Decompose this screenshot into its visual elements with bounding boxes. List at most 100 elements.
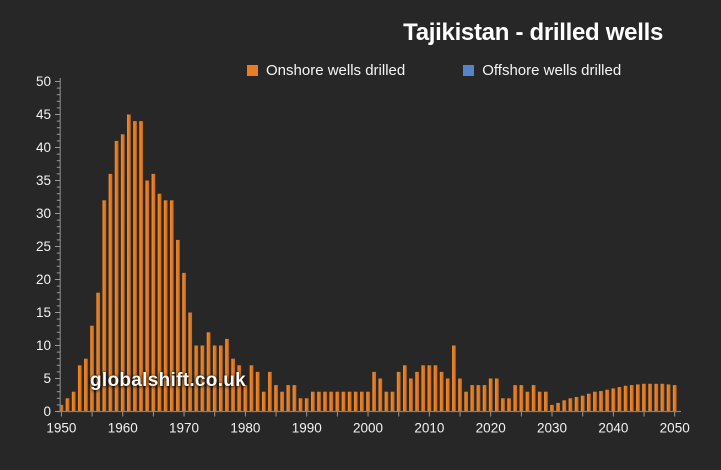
onshore-bar	[378, 378, 383, 412]
onshore-bar	[133, 121, 137, 412]
onshore-bar	[163, 200, 168, 412]
onshore-bar	[556, 402, 561, 412]
onshore-bar	[586, 393, 591, 412]
x-axis-tick-label: 1970	[169, 421, 199, 436]
legend-label-offshore: Offshore wells drilled	[482, 62, 622, 79]
onshore-bar	[182, 272, 186, 412]
onshore-bar	[470, 385, 475, 412]
y-axis-tick-label: 45	[36, 107, 51, 122]
onshore-bar	[372, 371, 377, 412]
y-axis-tick-label: 10	[36, 338, 51, 353]
onshore-bar	[599, 391, 603, 412]
onshore-bar	[274, 385, 278, 412]
onshore-bar	[108, 173, 113, 412]
y-axis-tick-label: 50	[36, 74, 51, 89]
onshore-bar	[580, 395, 585, 412]
x-axis-tick-label: 2000	[353, 421, 383, 436]
onshore-bar	[286, 385, 291, 412]
onshore-bar	[59, 404, 64, 412]
onshore-bar	[347, 391, 352, 412]
onshore-bar	[176, 239, 180, 412]
onshore-bar	[255, 371, 260, 412]
x-axis-tick-label: 2050	[660, 421, 690, 436]
onshore-bar	[65, 398, 70, 412]
onshore-bar	[304, 398, 309, 412]
onshore-bar	[642, 383, 646, 412]
onshore-bar	[568, 398, 573, 412]
onshore-bar	[672, 385, 677, 412]
onshore-bar	[544, 391, 548, 412]
x-axis-tick-label: 2010	[414, 421, 444, 436]
onshore-bar	[114, 140, 119, 412]
onshore-bar	[623, 385, 628, 412]
onshore-bar	[280, 391, 285, 412]
onshore-bar	[96, 292, 101, 412]
onshore-bar	[421, 365, 426, 412]
onshore-bar	[562, 400, 567, 412]
onshore-bar	[335, 391, 340, 412]
y-axis-tick-label: 30	[36, 206, 51, 221]
onshore-bar	[366, 391, 370, 412]
onshore-bar	[666, 384, 671, 412]
onshore-bar	[292, 385, 297, 412]
x-axis-tick-label: 2030	[537, 421, 567, 436]
onshore-bar	[360, 391, 364, 412]
onshore-bar	[317, 391, 321, 412]
onshore-bar	[71, 391, 76, 412]
onshore-bar	[188, 312, 193, 412]
onshore-bar	[268, 371, 272, 412]
onshore-bar	[476, 385, 481, 412]
onshore-bar	[90, 325, 94, 412]
onshore-bar	[200, 345, 205, 412]
onshore-bar	[261, 391, 266, 412]
legend-item-offshore: Offshore wells drilled	[463, 62, 621, 79]
y-axis-tick-label: 35	[36, 173, 51, 188]
chart-title: Tajikistan - drilled wells	[403, 19, 663, 46]
onshore-bar	[513, 385, 518, 412]
x-axis-tick-label: 1990	[292, 421, 322, 436]
onshore-bar	[488, 378, 493, 412]
onshore-bar	[494, 378, 499, 412]
onshore-bar	[127, 114, 131, 412]
onshore-bar	[353, 391, 358, 412]
onshore-bar	[464, 391, 469, 412]
onshore-bar	[341, 391, 346, 412]
onshore-bar	[139, 121, 143, 412]
onshore-bar	[298, 398, 303, 412]
onshore-bar	[120, 134, 125, 412]
onshore-bar	[157, 193, 162, 412]
onshore-bar	[654, 383, 659, 412]
onshore-bar	[145, 180, 150, 412]
watermark: globalshift.co.uk	[90, 370, 247, 391]
onshore-bar	[243, 385, 248, 412]
onshore-bar	[574, 396, 579, 412]
x-axis-tick-label: 2040	[598, 421, 628, 436]
legend-label-onshore: Onshore wells drilled	[266, 62, 406, 79]
onshore-bar	[409, 378, 413, 412]
onshore-bar	[427, 365, 432, 412]
y-axis-tick-label: 20	[36, 272, 51, 287]
onshore-bar	[169, 200, 174, 412]
x-axis-tick-label: 1960	[108, 421, 138, 436]
onshore-bar	[593, 391, 597, 412]
onshore-bar	[237, 365, 242, 412]
onshore-bar	[629, 385, 634, 412]
offshore-legend-swatch-icon	[463, 65, 475, 76]
onshore-bar	[323, 391, 327, 412]
onshore-bar	[537, 391, 542, 412]
onshore-bar	[403, 365, 407, 412]
onshore-bar	[151, 173, 156, 412]
onshore-bar	[458, 378, 462, 412]
onshore-bar	[77, 365, 82, 412]
onshore-bar	[648, 383, 653, 412]
onshore-bar	[396, 371, 401, 412]
y-axis-tick-label: 25	[36, 239, 51, 254]
x-axis-tick-label: 2020	[476, 421, 506, 436]
onshore-bar	[249, 365, 254, 412]
onshore-bar	[329, 391, 334, 412]
x-axis-tick-label: 1980	[230, 421, 260, 436]
onshore-bar	[550, 404, 554, 412]
onshore-bar	[660, 383, 665, 412]
onshore-bar	[611, 388, 616, 412]
